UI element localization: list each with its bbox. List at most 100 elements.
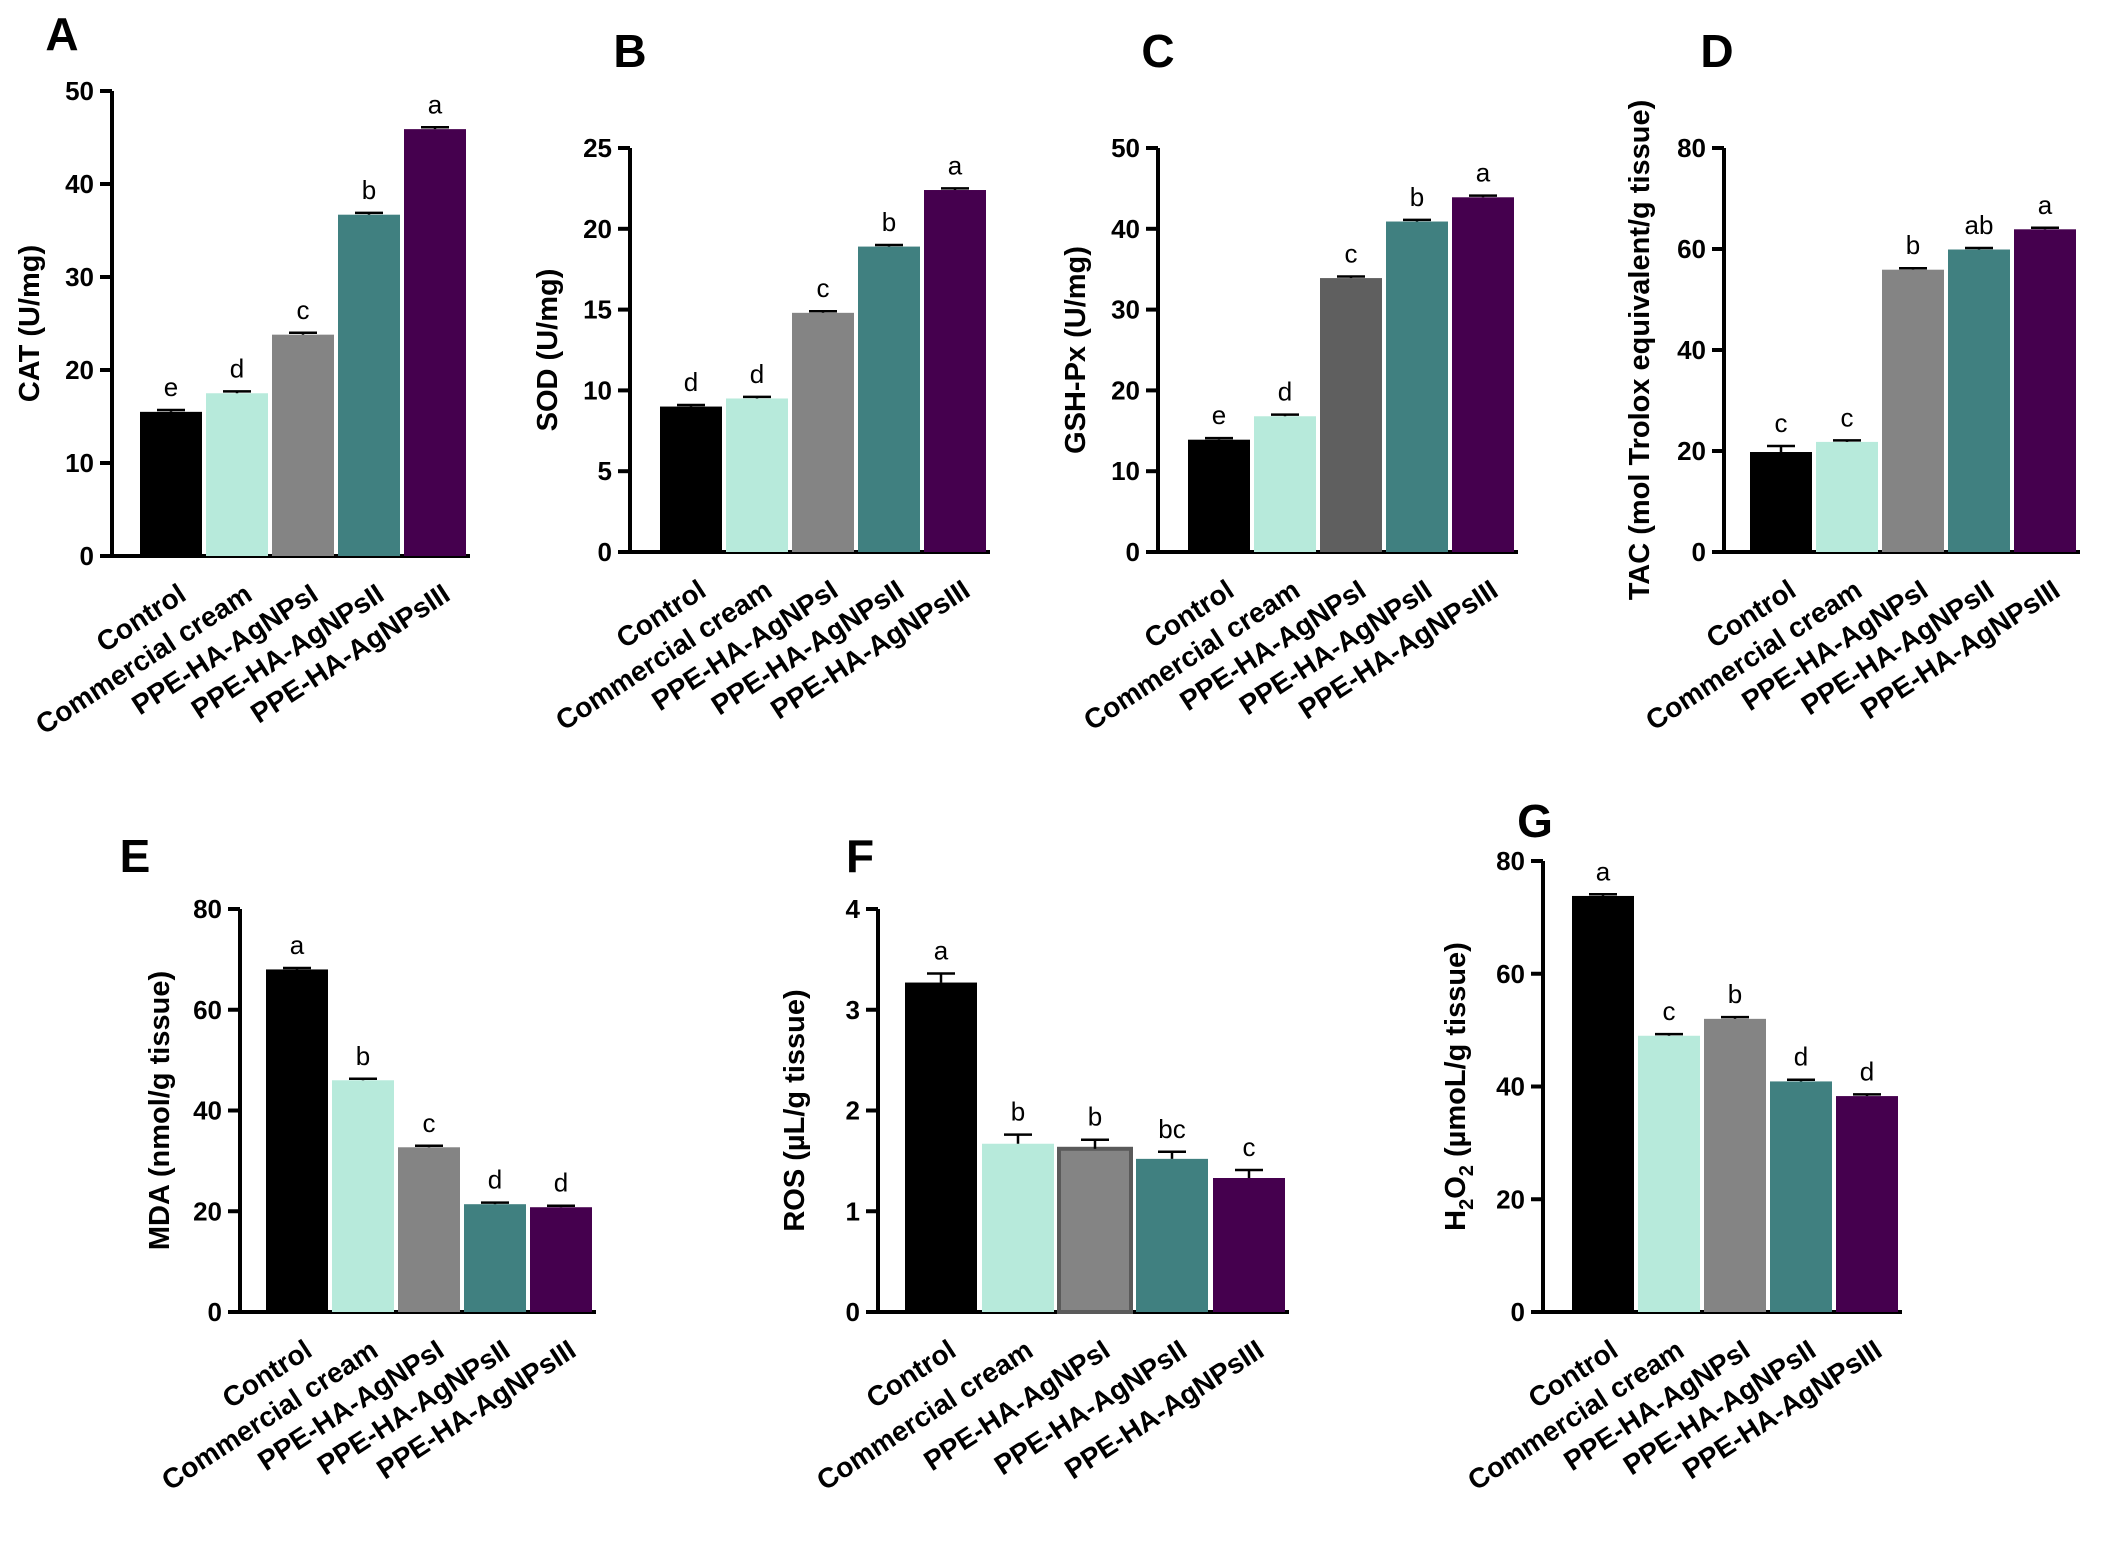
significance-label: c (1243, 1132, 1256, 1162)
bar-commercial-cream (332, 1080, 394, 1312)
y-tick-label: 0 (846, 1297, 860, 1327)
y-tick-label: 10 (65, 448, 94, 478)
y-tick-label: 15 (583, 295, 612, 325)
bar-commercial-cream (1638, 1035, 1700, 1312)
significance-label: b (362, 175, 376, 205)
significance-label: a (948, 150, 963, 180)
y-tick-label: 20 (193, 1196, 222, 1226)
significance-label: b (1011, 1097, 1025, 1127)
bar-ppe-ha-agnpsiii (1213, 1178, 1285, 1312)
y-tick-label: 80 (1496, 846, 1525, 876)
bar-ppe-ha-agnpsi (1704, 1018, 1766, 1312)
significance-label: d (750, 359, 764, 389)
bar-ppe-ha-agnpsii (1386, 221, 1448, 552)
significance-label: b (882, 207, 896, 237)
significance-label: d (1860, 1056, 1874, 1086)
y-axis-label: TAC (mol Trolox equivalent/g tissue) (1624, 100, 1656, 601)
bar-ppe-ha-agnpsiii (404, 129, 466, 556)
y-tick-label: 0 (80, 541, 94, 571)
y-tick-label: 50 (1111, 133, 1140, 163)
bar-ppe-ha-agnpsi (398, 1147, 460, 1312)
significance-label: bc (1158, 1114, 1185, 1144)
bar-commercial-cream (1254, 416, 1316, 552)
significance-label: c (1663, 996, 1676, 1026)
bar-ppe-ha-agnpsii (1948, 249, 2010, 552)
y-tick-label: 20 (65, 355, 94, 385)
bar-control (1188, 439, 1250, 552)
chart-panel-d: D 0 20 40 60 80 TAC (mol Trolox equivalent/g t… (1624, 25, 2080, 736)
y-tick-label: 10 (583, 375, 612, 405)
y-tick-label: 1 (846, 1196, 860, 1226)
bar-commercial-cream (1816, 441, 1878, 552)
panel-letter: E (120, 830, 151, 882)
bar-control (905, 982, 977, 1312)
y-tick-label: 0 (1126, 537, 1140, 567)
y-tick-label: 60 (193, 995, 222, 1025)
y-tick-label: 60 (1677, 234, 1706, 264)
bar-ppe-ha-agnpsi (1320, 278, 1382, 552)
bar-ppe-ha-agnpsii (464, 1204, 526, 1312)
panel-letter: A (45, 8, 78, 60)
significance-label: c (817, 273, 830, 303)
bar-ppe-ha-agnpsiii (530, 1207, 592, 1312)
y-tick-label: 20 (583, 214, 612, 244)
bar-control (1572, 895, 1634, 1312)
significance-label: a (428, 89, 443, 119)
y-tick-label: 60 (1496, 959, 1525, 989)
inner-significance-label: c (1783, 467, 1796, 497)
y-tick-label: 40 (1677, 335, 1706, 365)
bar-control (266, 969, 328, 1312)
significance-label: c (1775, 408, 1788, 438)
y-axis-label: ROS (µL/g tissue) (779, 989, 811, 1231)
y-tick-label: 0 (208, 1297, 222, 1327)
panel-letter: G (1517, 795, 1553, 847)
significance-label: a (290, 930, 305, 960)
significance-label: b (356, 1041, 370, 1071)
y-tick-label: 40 (193, 1096, 222, 1126)
y-axis-label: H2O2 (µmoL/g tissue) (1440, 942, 1478, 1231)
bar-ppe-ha-agnpsi (1882, 269, 1944, 552)
bar-ppe-ha-agnpsi (272, 334, 334, 556)
significance-label: a (1596, 856, 1611, 886)
significance-label: d (554, 1168, 568, 1198)
y-tick-label: 80 (1677, 133, 1706, 163)
y-tick-label: 40 (1111, 214, 1140, 244)
y-tick-label: 10 (1111, 456, 1140, 486)
significance-label: b (1088, 1102, 1102, 1132)
significance-label: a (2038, 190, 2053, 220)
bar-ppe-ha-agnpsii (858, 246, 920, 553)
significance-label: d (230, 353, 244, 383)
significance-label: b (1728, 979, 1742, 1009)
bar-ppe-ha-agnpsiii (1452, 197, 1514, 552)
bar-ppe-ha-agnpsi (1057, 1146, 1133, 1315)
significance-label: c (1841, 402, 1854, 432)
bar-ppe-ha-agnpsiii (2014, 229, 2076, 552)
panel-letter: F (846, 830, 874, 882)
y-tick-label: 25 (583, 133, 612, 163)
bar-commercial-cream (982, 1143, 1054, 1312)
y-axis-label: GSH-Px (U/mg) (1060, 246, 1092, 454)
significance-label: c (423, 1108, 436, 1138)
y-axis-label: MDA (nmol/g tissue) (144, 971, 176, 1250)
y-tick-label: 30 (65, 262, 94, 292)
y-tick-label: 50 (65, 76, 94, 106)
bar-ppe-ha-agnpsii (1136, 1158, 1208, 1312)
significance-label: e (1212, 400, 1226, 430)
y-tick-label: 0 (1692, 537, 1706, 567)
y-tick-label: 2 (846, 1096, 860, 1126)
bar-ppe-ha-agnpsii (1770, 1081, 1832, 1312)
significance-label: e (164, 372, 178, 402)
significance-label: ab (1965, 210, 1994, 240)
y-tick-label: 5 (598, 456, 612, 486)
y-tick-label: 20 (1677, 436, 1706, 466)
y-axis-label: CAT (U/mg) (14, 245, 46, 402)
bar-ppe-ha-agnpsi (792, 312, 854, 552)
y-tick-label: 30 (1111, 295, 1140, 325)
bar-control (1750, 452, 1812, 552)
significance-label: c (1345, 238, 1358, 268)
